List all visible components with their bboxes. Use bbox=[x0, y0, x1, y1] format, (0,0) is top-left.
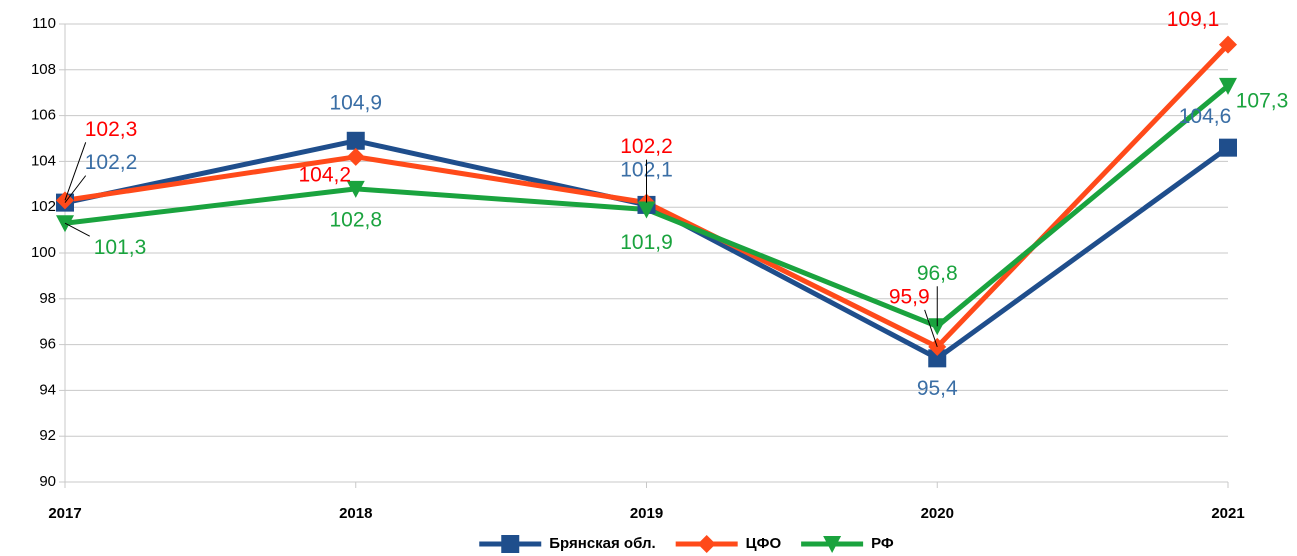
marker bbox=[928, 349, 947, 368]
y-tick-label: 102 bbox=[31, 198, 56, 215]
marker bbox=[346, 180, 365, 198]
y-tick-label: 110 bbox=[32, 15, 56, 32]
leader-line bbox=[64, 222, 90, 237]
x-tick-label: 2019 bbox=[630, 505, 663, 522]
data-label: 101,3 bbox=[94, 236, 147, 259]
leader-line bbox=[64, 142, 87, 201]
data-label: 109,1 bbox=[1167, 8, 1220, 31]
leader-line bbox=[924, 309, 938, 348]
legend-label: ЦФО bbox=[746, 535, 782, 552]
x-tick-label: 2017 bbox=[48, 505, 81, 522]
y-tick-label: 106 bbox=[31, 107, 56, 124]
marker bbox=[346, 131, 365, 150]
y-tick-label: 104 bbox=[31, 152, 56, 169]
y-tick-label: 90 bbox=[39, 473, 56, 490]
marker bbox=[1219, 77, 1237, 95]
y-tick-label: 92 bbox=[39, 427, 56, 444]
y-tick-label: 108 bbox=[31, 61, 56, 78]
marker bbox=[637, 201, 656, 219]
marker bbox=[1219, 138, 1237, 157]
data-label: 101,9 bbox=[620, 231, 673, 254]
marker bbox=[823, 536, 842, 553]
data-label: 102,2 bbox=[85, 151, 138, 174]
marker bbox=[501, 535, 520, 553]
y-tick-label: 98 bbox=[39, 290, 56, 307]
data-label: 102,2 bbox=[620, 135, 673, 158]
data-label: 102,3 bbox=[85, 118, 138, 141]
data-label: 107,3 bbox=[1236, 89, 1289, 112]
data-label: 104,9 bbox=[329, 91, 382, 114]
legend-item: Брянская обл. bbox=[479, 535, 656, 553]
legend-label: РФ bbox=[871, 535, 894, 552]
marker bbox=[346, 147, 365, 166]
legend-label: Брянская обл. bbox=[549, 535, 655, 552]
y-tick-label: 100 bbox=[31, 244, 56, 261]
data-label: 95,4 bbox=[917, 377, 958, 400]
legend-item: ЦФО bbox=[675, 535, 782, 553]
data-label: 104,2 bbox=[298, 163, 351, 186]
data-label: 96,8 bbox=[917, 262, 958, 285]
data-label: 102,8 bbox=[329, 208, 382, 231]
leader-line bbox=[64, 175, 87, 203]
y-tick-label: 94 bbox=[39, 381, 56, 398]
marker bbox=[1219, 35, 1237, 54]
legend-item: РФ bbox=[801, 535, 894, 553]
data-label: 104,6 bbox=[1179, 105, 1232, 128]
marker bbox=[928, 318, 947, 336]
x-tick-label: 2020 bbox=[921, 505, 954, 522]
x-tick-label: 2018 bbox=[339, 505, 372, 522]
marker bbox=[697, 535, 716, 553]
x-tick-label: 2021 bbox=[1211, 505, 1244, 522]
legend: Брянская обл. ЦФО РФ bbox=[479, 535, 894, 553]
y-tick-label: 96 bbox=[39, 336, 56, 353]
data-label: 95,9 bbox=[889, 285, 930, 308]
